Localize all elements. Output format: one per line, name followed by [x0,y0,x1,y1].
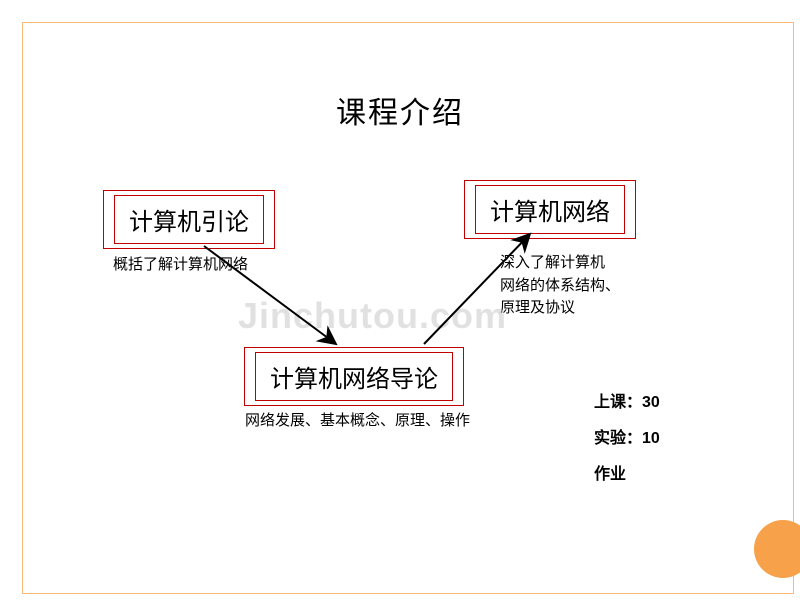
node-guide-label: 计算机网络导论 [255,352,453,401]
node-guide: 计算机网络导论 [244,347,464,406]
node-network: 计算机网络 [464,180,636,239]
caption-network: 深入了解计算机 网络的体系结构、 原理及协议 [500,252,620,320]
node-intro: 计算机引论 [103,190,275,249]
caption-intro: 概括了解计算机网络 [113,254,248,277]
info-class-value: 30 [642,394,660,411]
info-lab-label: 实验： [594,430,642,447]
caption-guide: 网络发展、基本概念、原理、操作 [245,410,470,433]
info-class: 上课：30 [594,388,660,412]
info-lab-value: 10 [642,430,660,447]
slide-title: 课程介绍 [0,88,800,132]
info-homework-label: 作业 [594,466,626,483]
info-homework: 作业 [594,460,626,484]
node-network-label: 计算机网络 [475,185,625,234]
node-intro-label: 计算机引论 [114,195,264,244]
info-class-label: 上课： [594,394,642,411]
info-lab: 实验：10 [594,424,660,448]
